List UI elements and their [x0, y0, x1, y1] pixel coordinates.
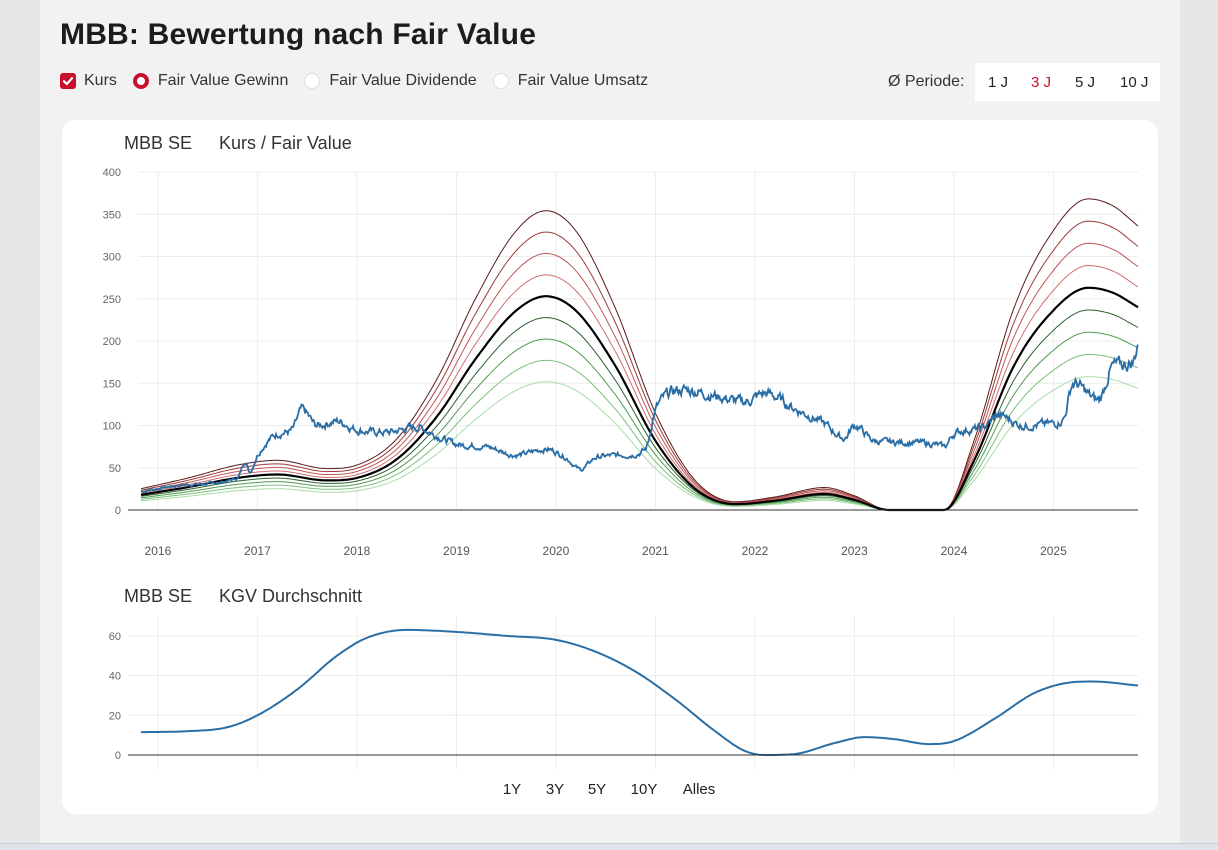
chart1-y-tick-label: 350 [103, 209, 121, 221]
chart1-y-tick-label: 400 [103, 167, 121, 179]
chart1-x-tick-label: 2017 [244, 544, 271, 558]
radio-unselected-icon[interactable] [304, 73, 321, 89]
chart1-y-tick-label: 250 [103, 294, 121, 306]
chart1-y-tick-label: 150 [103, 378, 121, 390]
chart1-x-tick-label: 2021 [642, 544, 669, 558]
chart2-y-tick-label: 20 [109, 710, 121, 722]
chart-card: 0 50 100 150 200 250 300 350 400 2016 2017 2018 2019… [62, 120, 1158, 814]
option-kurs-label: Kurs [84, 72, 117, 89]
option-fair-value-gewinn-label: Fair Value Gewinn [157, 72, 289, 89]
radio-unselected-icon[interactable] [492, 73, 509, 89]
range-10y[interactable]: 10Y [631, 781, 658, 798]
chart1-x-tick-label: 2020 [543, 544, 570, 558]
chart2-axes: 0 20 40 60 [109, 631, 1138, 762]
fair-value-band-line [140, 309, 1139, 511]
kgv-average-line [140, 628, 1139, 756]
chart1-kurs-series [140, 344, 1139, 494]
chart1-x-tick-label: 2019 [443, 544, 470, 558]
checkbox-checked-icon[interactable] [60, 73, 76, 89]
range-5y[interactable]: 5Y [588, 781, 606, 798]
page-container: MBB: Bewertung nach Fair Value Kurs Fair… [40, 0, 1180, 843]
option-kurs[interactable]: Kurs [60, 72, 117, 90]
chart2-y-tick-label: 0 [115, 750, 121, 762]
range-buttons: 1Y 3Y 5Y 10Y Alles [503, 781, 715, 798]
chart1-x-tick-label: 2024 [941, 544, 968, 558]
series-options: Kurs Fair Value Gewinn Fair Value Divide… [60, 70, 664, 92]
option-fair-value-umsatz[interactable]: Fair Value Umsatz [492, 72, 649, 90]
chart1-x-tick-label: 2025 [1040, 544, 1067, 558]
chart1-x-tick-label: 2016 [145, 544, 172, 558]
fair-value-band-line [140, 198, 1139, 511]
periode-1j[interactable]: 1 J [988, 73, 1009, 91]
fair-value-band-line [140, 220, 1139, 511]
chart1-title: Kurs / Fair Value [219, 133, 352, 153]
fair-value-band-line [140, 264, 1139, 511]
chart1-fair-value-bands [140, 198, 1139, 512]
chart2-kgv-series [140, 628, 1139, 756]
fair-value-center-line [140, 286, 1139, 512]
chart1-axes: 0 50 100 150 200 250 300 350 400 2016 2017 2018 2019… [103, 167, 1138, 558]
periode-label: Ø Periode: [888, 73, 965, 90]
periode-10j[interactable]: 10 J [1120, 73, 1149, 91]
bottom-scroll-strip [0, 843, 1218, 850]
chart1-x-tick-label: 2022 [742, 544, 769, 558]
chart1-company-title: MBB SE [124, 133, 192, 153]
range-3y[interactable]: 3Y [546, 781, 564, 798]
option-fair-value-dividende-label: Fair Value Dividende [329, 72, 477, 89]
page-title: MBB: Bewertung nach Fair Value [60, 18, 537, 51]
periode-3j[interactable]: 3 J [1031, 73, 1052, 91]
chart1-y-tick-label: 50 [109, 463, 121, 475]
periode-5j[interactable]: 5 J [1075, 73, 1096, 91]
range-1y[interactable]: 1Y [503, 781, 521, 798]
fair-value-band-line [140, 353, 1139, 511]
range-alles[interactable]: Alles [683, 781, 716, 798]
radio-selected-icon[interactable] [132, 73, 149, 89]
option-fair-value-umsatz-label: Fair Value Umsatz [517, 72, 649, 89]
chart1-y-tick-label: 100 [103, 421, 121, 433]
chart1-y-tick-label: 200 [103, 336, 121, 348]
option-fair-value-gewinn[interactable]: Fair Value Gewinn [132, 72, 289, 90]
chart2-grid [128, 616, 1138, 769]
chart2-company-title: MBB SE [124, 586, 192, 606]
chart1-x-tick-label: 2018 [344, 544, 371, 558]
periode-selector: 1 J 3 J 5 J 10 J [975, 63, 1160, 101]
fair-value-band-line [140, 331, 1139, 511]
option-fair-value-dividende[interactable]: Fair Value Dividende [304, 72, 477, 90]
chart1-x-tick-label: 2023 [841, 544, 868, 558]
chart1-grid [138, 171, 1138, 510]
kurs-price-line [140, 344, 1139, 494]
chart2-y-tick-label: 40 [109, 671, 121, 683]
chart1-y-tick-label: 0 [115, 505, 121, 517]
fair-value-band-line [140, 376, 1139, 511]
fair-value-band-line [140, 242, 1139, 511]
chart1-y-tick-label: 300 [103, 252, 121, 264]
chart2-title: KGV Durchschnitt [219, 586, 362, 606]
chart2-y-tick-label: 60 [109, 631, 121, 643]
